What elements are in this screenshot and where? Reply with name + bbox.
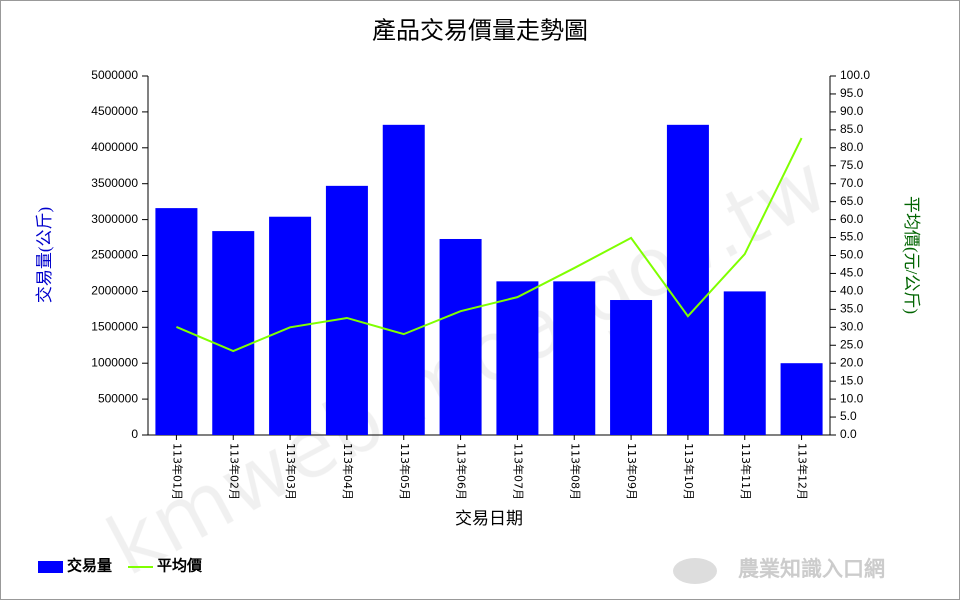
y2-tick-label: 75.0 bbox=[840, 158, 864, 172]
y-tick-label: 2000000 bbox=[91, 284, 138, 298]
y2-tick-label: 65.0 bbox=[840, 194, 864, 208]
x-tick-label: 113年04月 bbox=[341, 443, 355, 500]
y2-tick-label: 50.0 bbox=[840, 248, 864, 262]
bar bbox=[780, 363, 823, 435]
y2-tick-label: 95.0 bbox=[840, 86, 864, 100]
y2-tick-label: 80.0 bbox=[840, 140, 864, 154]
y2-tick-label: 30.0 bbox=[840, 319, 864, 333]
bar bbox=[382, 124, 425, 435]
legend-label: 平均價 bbox=[157, 556, 203, 574]
y2-tick-label: 100.0 bbox=[840, 68, 870, 82]
bar bbox=[610, 300, 653, 435]
y2-tick-label: 15.0 bbox=[840, 373, 864, 387]
logo-icon bbox=[673, 558, 717, 584]
y-axis-label: 交易量(公斤) bbox=[35, 207, 54, 303]
logo-text: 農業知識入口網 bbox=[738, 557, 885, 581]
bar bbox=[723, 291, 766, 435]
y2-tick-label: 0.0 bbox=[840, 427, 857, 441]
logo: 農業知識入口網 bbox=[673, 557, 885, 584]
x-tick-label: 113年12月 bbox=[796, 443, 810, 500]
y-tick-label: 4000000 bbox=[91, 140, 138, 154]
y2-tick-label: 85.0 bbox=[840, 122, 864, 136]
x-tick-label: 113年03月 bbox=[284, 443, 298, 500]
y-tick-label: 3000000 bbox=[91, 212, 138, 226]
y2-tick-label: 55.0 bbox=[840, 230, 864, 244]
y-tick-label: 1000000 bbox=[91, 355, 138, 369]
y2-tick-label: 90.0 bbox=[840, 104, 864, 118]
bar bbox=[325, 185, 368, 435]
x-tick-label: 113年10月 bbox=[682, 443, 696, 500]
bar bbox=[212, 231, 255, 435]
y-tick-label: 500000 bbox=[98, 391, 138, 405]
y-tick-label: 1500000 bbox=[91, 319, 138, 333]
legend-item: 平均價 bbox=[128, 556, 203, 574]
legend-label: 交易量 bbox=[67, 556, 112, 574]
legend-swatch bbox=[38, 561, 63, 573]
x-tick-label: 113年11月 bbox=[739, 443, 753, 500]
y2-tick-label: 35.0 bbox=[840, 302, 864, 316]
bar bbox=[666, 124, 709, 435]
x-tick-label: 113年05月 bbox=[398, 443, 412, 500]
x-tick-label: 113年02月 bbox=[227, 443, 241, 500]
x-axis-label: 交易日期 bbox=[455, 509, 523, 528]
y2-tick-label: 20.0 bbox=[840, 355, 864, 369]
x-tick-label: 113年09月 bbox=[625, 443, 639, 500]
y2-tick-label: 10.0 bbox=[840, 391, 864, 405]
y2-tick-label: 70.0 bbox=[840, 176, 864, 190]
chart-title: 產品交易價量走勢圖 bbox=[372, 18, 588, 45]
x-tick-label: 113年07月 bbox=[511, 443, 525, 500]
bar bbox=[553, 281, 596, 435]
y2-tick-label: 40.0 bbox=[840, 284, 864, 298]
y-tick-label: 2500000 bbox=[91, 248, 138, 262]
y-tick-label: 0 bbox=[131, 427, 138, 441]
y-tick-label: 4500000 bbox=[91, 104, 138, 118]
y2-tick-label: 45.0 bbox=[840, 266, 864, 280]
y2-tick-label: 60.0 bbox=[840, 212, 864, 226]
bar bbox=[155, 208, 198, 435]
y2-tick-label: 5.0 bbox=[840, 409, 857, 423]
y2-tick-label: 25.0 bbox=[840, 337, 864, 351]
line bbox=[176, 137, 803, 353]
y-tick-label: 5000000 bbox=[91, 68, 138, 82]
y-tick-label: 3500000 bbox=[91, 176, 138, 190]
x-tick-label: 113年01月 bbox=[170, 443, 184, 500]
bar bbox=[496, 281, 539, 435]
x-tick-label: 113年08月 bbox=[568, 443, 582, 500]
x-tick-label: 113年06月 bbox=[455, 443, 469, 500]
bar bbox=[439, 238, 482, 435]
legend-item: 交易量 bbox=[38, 556, 112, 574]
y2-axis-label: 平均價(元/公斤) bbox=[902, 196, 921, 314]
